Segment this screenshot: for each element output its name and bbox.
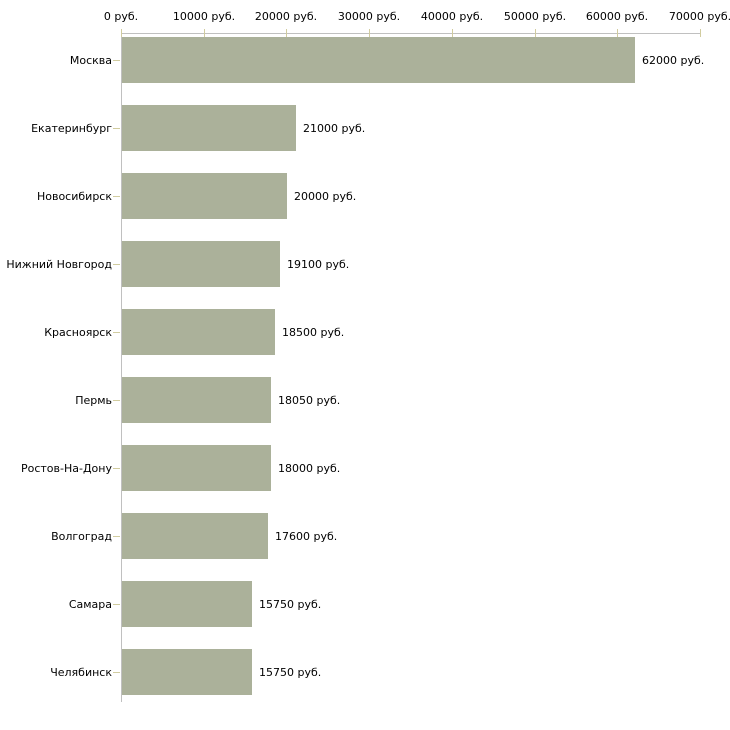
x-axis-tick [452, 29, 453, 37]
value-label: 18000 руб. [278, 461, 341, 475]
category-label: Волгоград [51, 529, 112, 543]
x-axis-tick-label: 40000 руб. [420, 10, 484, 23]
bar-row: Москва 62000 руб. [0, 37, 730, 83]
x-axis-tick-label: 30000 руб. [337, 10, 401, 23]
x-axis-tick [617, 29, 618, 37]
bar [122, 105, 296, 151]
bar [122, 649, 252, 695]
value-label: 19100 руб. [287, 257, 350, 271]
bar-row: Челябинск 15750 руб. [0, 649, 730, 695]
bar [122, 309, 275, 355]
x-axis-tick-label: 60000 руб. [585, 10, 649, 23]
bar-row: Красноярск 18500 руб. [0, 309, 730, 355]
x-axis-tick-label: 50000 руб. [503, 10, 567, 23]
bar-row: Нижний Новгород 19100 руб. [0, 241, 730, 287]
value-label: 21000 руб. [303, 121, 366, 135]
value-label: 15750 руб. [259, 597, 322, 611]
x-axis-tick [286, 29, 287, 37]
bar-row: Пермь 18050 руб. [0, 377, 730, 423]
bar-row: Екатеринбург 21000 руб. [0, 105, 730, 151]
category-tick [113, 264, 120, 265]
category-tick [113, 400, 120, 401]
x-axis-tick-label: 10000 руб. [172, 10, 236, 23]
x-axis-tick-label: 70000 руб. [668, 10, 730, 23]
category-label: Челябинск [50, 665, 112, 679]
bar [122, 173, 287, 219]
category-label: Самара [68, 597, 112, 611]
x-axis-tick [204, 29, 205, 37]
category-tick [113, 536, 120, 537]
category-tick [113, 60, 120, 61]
x-axis-tick [700, 29, 701, 37]
x-axis-tick-label: 20000 руб. [254, 10, 318, 23]
bar-row: Волгоград 17600 руб. [0, 513, 730, 559]
bar-row: Самара 15750 руб. [0, 581, 730, 627]
category-label: Пермь [75, 393, 112, 407]
bar [122, 513, 268, 559]
x-axis-tick [121, 29, 122, 37]
category-tick [113, 196, 120, 197]
bar-row: Ростов-На-Дону 18000 руб. [0, 445, 730, 491]
value-label: 18500 руб. [282, 325, 345, 339]
category-tick [113, 604, 120, 605]
x-axis-line [121, 33, 701, 34]
value-label: 20000 руб. [294, 189, 357, 203]
category-tick [113, 468, 120, 469]
category-label: Нижний Новгород [6, 257, 112, 271]
x-axis-tick [535, 29, 536, 37]
category-label: Екатеринбург [31, 121, 112, 135]
value-label: 62000 руб. [642, 53, 705, 67]
bar [122, 581, 252, 627]
category-tick [113, 128, 120, 129]
category-tick [113, 332, 120, 333]
value-label: 15750 руб. [259, 665, 322, 679]
category-label: Ростов-На-Дону [20, 461, 112, 475]
bar [122, 37, 635, 83]
bar [122, 241, 280, 287]
value-label: 18050 руб. [278, 393, 341, 407]
category-tick [113, 672, 120, 673]
bar [122, 445, 271, 491]
x-axis-tick [369, 29, 370, 37]
value-label: 17600 руб. [275, 529, 338, 543]
category-label: Красноярск [44, 325, 112, 339]
x-axis-tick-label: 0 руб. [103, 10, 139, 23]
bar-row: Новосибирск 20000 руб. [0, 173, 730, 219]
category-label: Москва [69, 53, 112, 67]
category-label: Новосибирск [36, 189, 112, 203]
bar [122, 377, 271, 423]
y-axis-line [121, 33, 122, 702]
